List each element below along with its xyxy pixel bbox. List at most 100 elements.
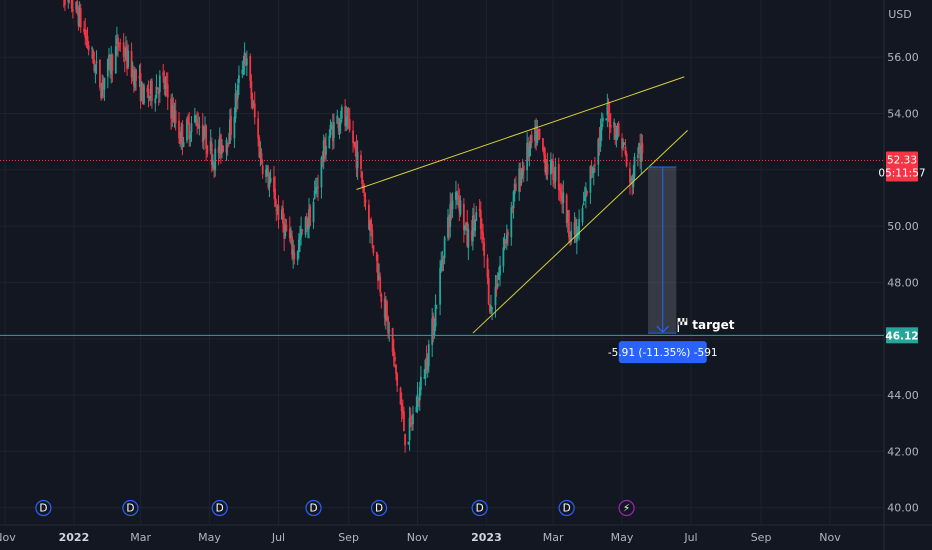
flag-checker [678,318,687,326]
candle-down [543,147,545,156]
candle-down [210,143,213,166]
candle-up [578,219,581,236]
candle-down [565,194,568,224]
lower-trendline[interactable] [472,130,688,334]
candle-down [625,153,628,167]
price-range-measure[interactable]: -5.91 (-11.35%) -591 target [608,166,735,364]
candle-up [292,249,295,258]
candle-up [312,201,315,223]
candle-up [131,71,134,77]
candle-down [466,221,469,246]
candle-down [568,210,570,238]
candle-up [75,1,78,10]
wedge-trendlines[interactable] [356,76,688,334]
candle-down [93,59,96,72]
price-axis[interactable]: USD 56.0054.0052.0050.0048.0046.0044.004… [878,8,925,515]
candle-up [268,181,271,188]
upper-trendline[interactable] [356,76,685,190]
dividend-markers[interactable]: D D D D D D D ⚡ [35,499,635,517]
candle-up [101,82,104,97]
candle-down [544,154,547,172]
candle-up [638,143,640,153]
candle-up [464,225,466,230]
candle-up [575,231,578,242]
candle-down [84,28,87,38]
candle-down [172,107,175,122]
dividend-marker[interactable] [558,499,575,517]
measure-arrow-head [656,325,670,333]
candle-up [228,119,231,144]
candle-up [451,200,454,210]
candle-up [214,148,217,171]
candle-up [252,104,255,106]
candle-down [147,88,150,98]
currency-label: USD [888,8,912,21]
candle-down [244,55,247,66]
candle-down [537,129,540,132]
candle-down [363,193,366,197]
candle-up [346,116,349,118]
dividend-marker[interactable] [471,499,488,517]
candle-down [274,188,277,207]
candle-down [323,139,326,158]
dividend-marker[interactable] [305,499,322,517]
candle-down [535,125,538,146]
candle-down [174,110,177,124]
dividend-marker[interactable] [122,499,139,517]
dividend-marker[interactable] [211,499,228,517]
candle-up [549,160,552,175]
candle-up [512,191,515,209]
candle-down [395,364,397,374]
marker-label: D [476,503,484,515]
candle-down [205,125,208,149]
candle-down [362,184,365,193]
candle-down [448,220,451,228]
candle-up [284,225,287,237]
candle-down [639,145,642,160]
candle-up [582,203,585,206]
candle-up [600,124,603,131]
candle-up [440,262,443,272]
candle-down [507,231,509,236]
candle-down [375,252,378,261]
candle-up [322,140,325,163]
candle-up [269,178,272,182]
candle-down [450,202,453,211]
candle-up [340,106,343,119]
candle-down [371,229,374,245]
candle-up [499,265,501,276]
candle-down [442,257,445,261]
y-tick-label: 54.00 [887,108,919,121]
candle-up [67,0,70,3]
candle-up [613,121,616,128]
candle-down [305,216,308,231]
candle-down [317,186,319,189]
event-marker[interactable] [618,499,635,517]
measure-box[interactable] [648,166,677,334]
candle-down [146,87,149,93]
candle-up [190,123,193,133]
dividend-marker[interactable] [370,499,388,517]
target-label: target [692,318,734,332]
candle-down [77,10,80,27]
candle-up [242,66,245,68]
candle-down [92,50,95,64]
candle-down [166,84,169,98]
candle-down [470,230,473,241]
marker-label: D [309,503,317,515]
candle-up [299,237,301,241]
candle-up [218,136,221,152]
candle-down [462,203,465,231]
candle-up [78,7,81,26]
candle-up [193,115,196,123]
dividend-marker[interactable] [35,499,52,517]
candle-up [140,81,143,100]
candle-down [519,168,522,187]
candle-down [344,106,347,127]
candle-down [401,410,404,415]
x-tick-label: Sep [338,531,359,544]
candle-up [433,325,436,336]
time-axis[interactable]: Nov 2022 Mar May Jul Sep Nov 2023 Mar May Jul Sep No… [0,531,841,544]
candle-up [415,407,418,413]
